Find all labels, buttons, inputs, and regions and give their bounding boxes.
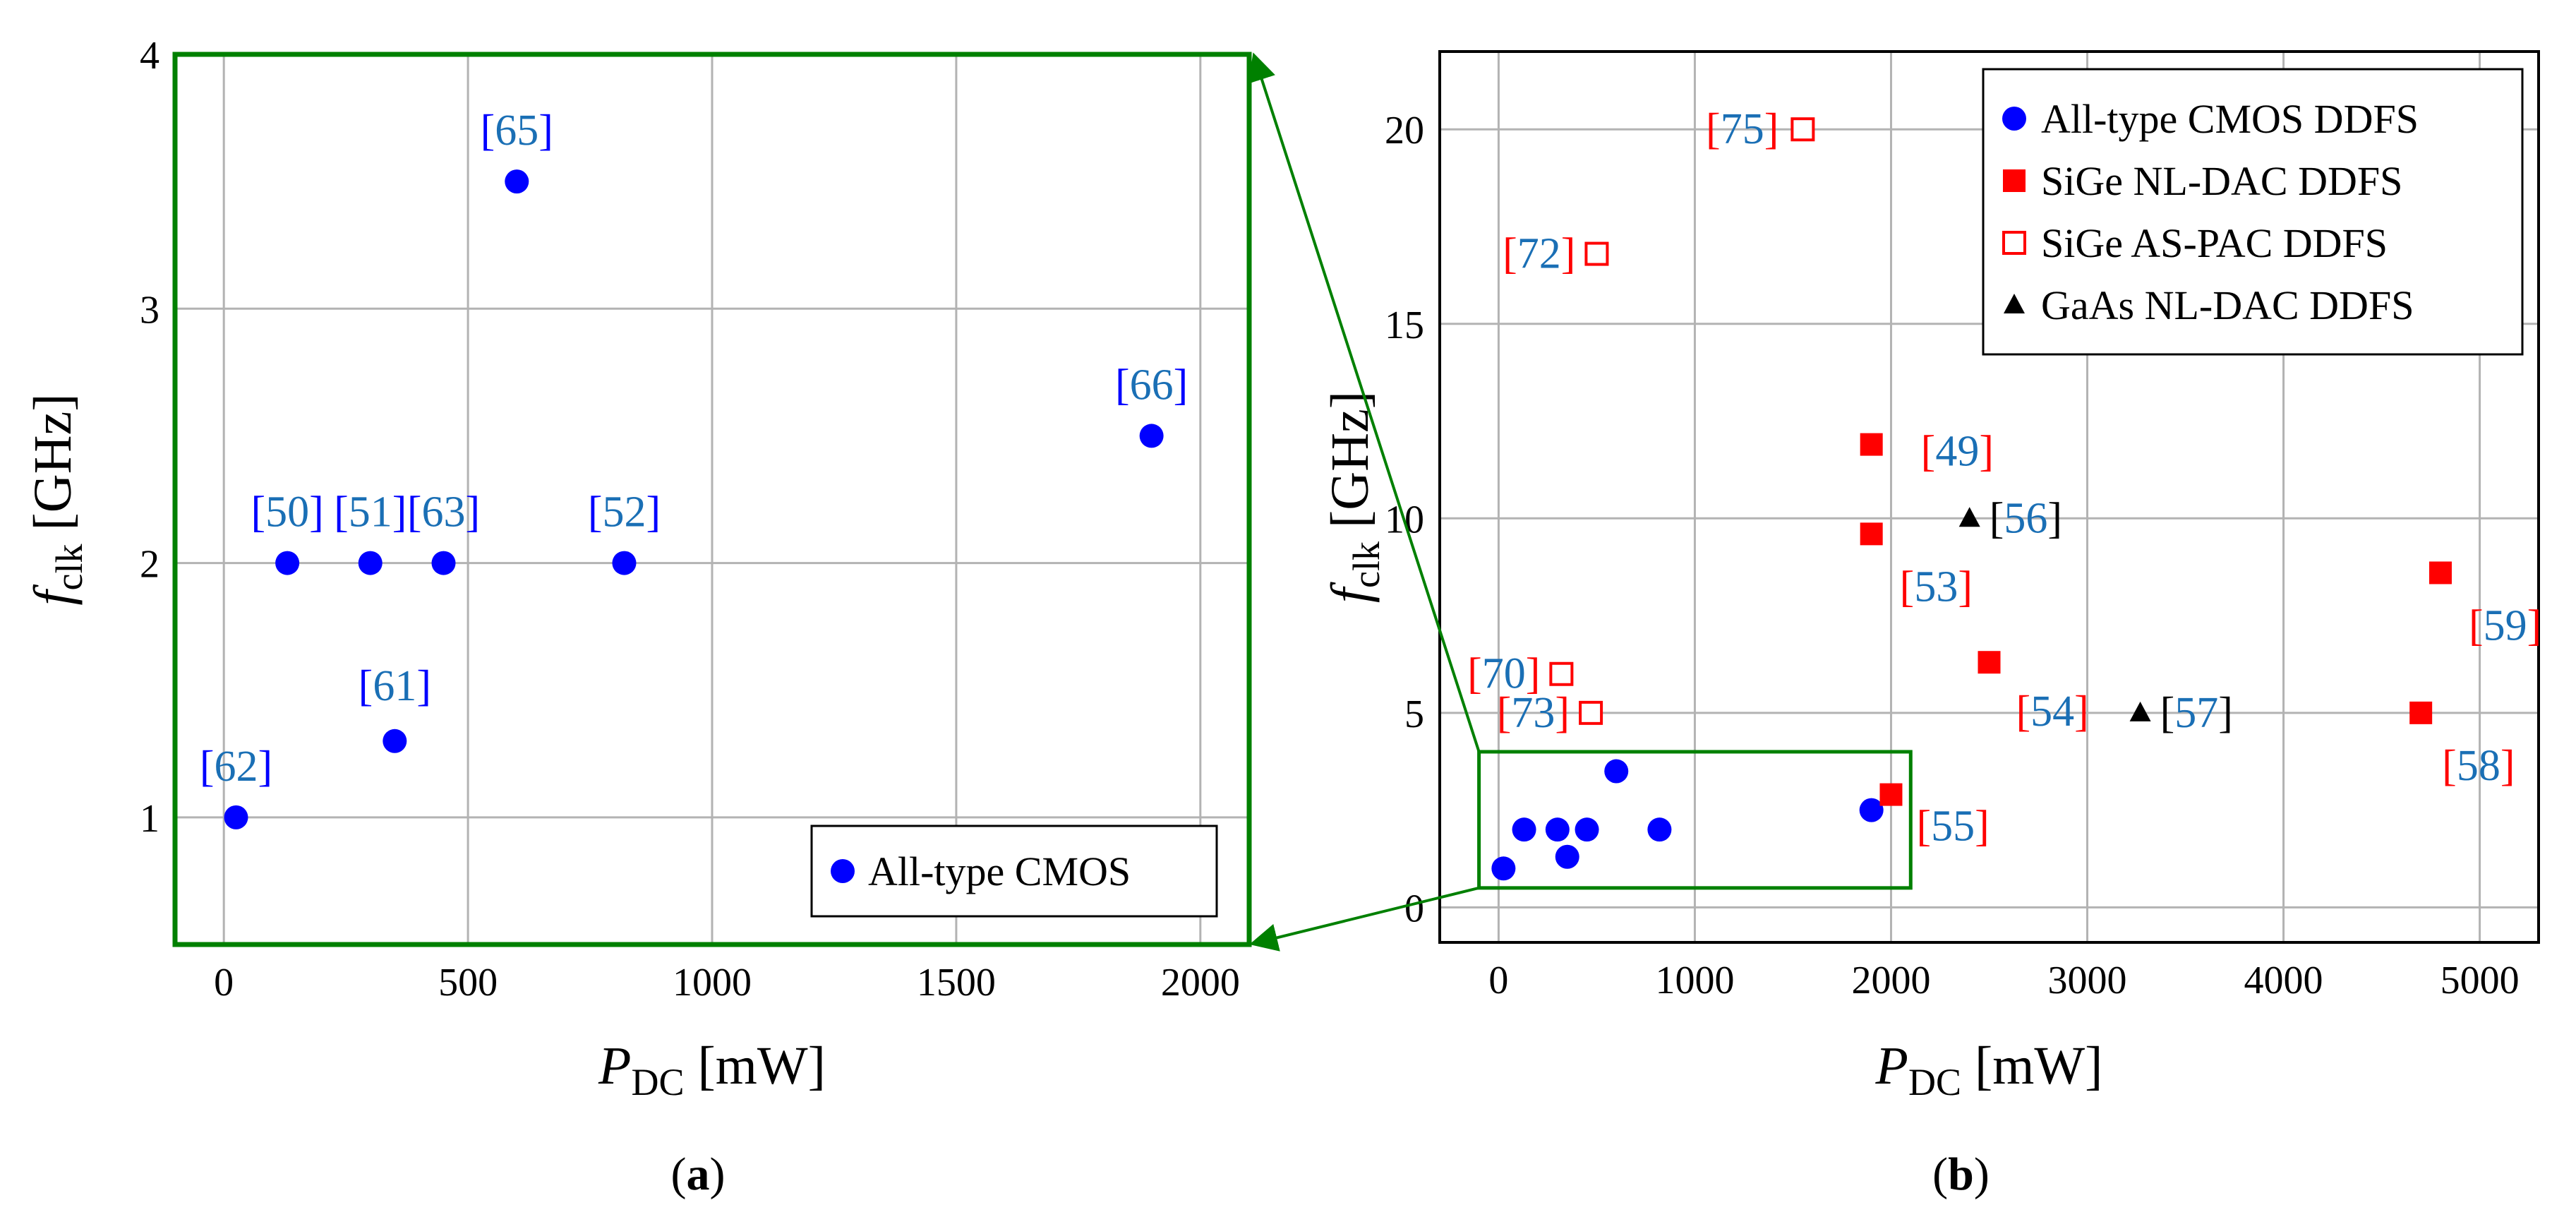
x-tick-label: 0 [1488, 959, 1508, 1002]
zoom-connectors [1248, 52, 1481, 952]
point-label: [54] [2016, 688, 2089, 736]
data-point [1860, 433, 1883, 456]
point-label: [52] [588, 488, 661, 536]
x-tick-label: 5000 [2440, 959, 2520, 1002]
y-axis-label: fclk [GHz] [1320, 391, 1388, 603]
x-tick-label: 2000 [1161, 961, 1240, 1005]
data-point [1555, 844, 1579, 869]
data-point [383, 729, 407, 753]
point-label: [65] [481, 107, 553, 155]
plot-frame [172, 52, 1252, 947]
y-tick-label: 0 [1404, 887, 1424, 930]
point-label: [61] [359, 662, 431, 710]
data-point [2409, 701, 2433, 724]
point-label: [75] [1706, 105, 1778, 153]
point-label: [59] [2469, 601, 2541, 649]
data-point [224, 805, 248, 829]
data-point [358, 551, 383, 575]
data-point [1978, 651, 2001, 674]
legend-label: All-type CMOS DDFS [2041, 96, 2419, 142]
y-tick-label: 1 [140, 797, 160, 841]
x-tick-label: 4000 [2244, 959, 2323, 1002]
point-label: [63] [407, 488, 480, 536]
data-point [1549, 661, 1574, 686]
legend-box [810, 825, 1218, 918]
panel-caption: (a) [671, 1149, 726, 1200]
panel-caption: (b) [1932, 1149, 1990, 1200]
legend-label: All-type CMOS [868, 849, 1131, 894]
data-point [2428, 561, 2452, 584]
legend-label: GaAs NL-DAC DDFS [2041, 282, 2414, 328]
y-tick-label: 15 [1385, 304, 1424, 347]
data-point [505, 169, 529, 194]
x-axis-label: PDC [mW] [1875, 1036, 2103, 1103]
data-point [2129, 701, 2151, 721]
x-tick-label: 1000 [1655, 959, 1734, 1002]
x-tick-label: 2000 [1851, 959, 1930, 1002]
y-tick-label: 2 [140, 543, 160, 587]
x-tick-label: 500 [438, 961, 498, 1005]
data-point [1575, 817, 1599, 842]
data-point [1879, 783, 1903, 806]
point-label: [51] [334, 488, 407, 536]
y-tick-label: 20 [1385, 109, 1424, 152]
y-tick-label: 3 [140, 288, 160, 332]
legend-label: SiGe NL-DAC DDFS [2041, 158, 2402, 204]
point-label: [73] [1497, 689, 1570, 737]
data-point [1491, 856, 1516, 881]
x-tick-label: 1000 [673, 961, 752, 1005]
data-point [612, 551, 637, 575]
data-point [1139, 424, 1164, 448]
panel-a-chart: 0 500 1000 1500 2000 1 2 3 4 [62] [50] [51] [61] [63]… [23, 34, 1252, 1200]
x-axis-label: PDC [mW] [598, 1036, 826, 1103]
point-label: [57] [2160, 689, 2233, 737]
data-point [1604, 759, 1629, 784]
data-point [431, 551, 456, 575]
data-point [1647, 817, 1672, 842]
point-label: [55] [1916, 803, 1989, 851]
point-label: [53] [1900, 563, 1973, 611]
point-label: [56] [1990, 494, 2062, 542]
legend-marker [2002, 107, 2026, 131]
point-label: [50] [251, 488, 323, 536]
data-point [275, 551, 300, 575]
zoom-connector-top [1248, 52, 1481, 753]
y-tick-label: 5 [1404, 693, 1424, 736]
data-point [1790, 117, 1815, 142]
data-point [1958, 507, 1980, 527]
x-tick-label: 3000 [2048, 959, 2127, 1002]
point-label: [66] [1115, 361, 1188, 409]
y-tick-label: 4 [140, 34, 160, 78]
point-label: [49] [1921, 428, 1994, 476]
data-point [1584, 241, 1609, 266]
data-point [1579, 700, 1603, 725]
data-point [1860, 522, 1883, 546]
x-tick-label: 0 [214, 961, 234, 1005]
legend-marker [2004, 294, 2025, 313]
point-label: [58] [2442, 742, 2515, 790]
legend-label: SiGe AS-PAC DDFS [2041, 220, 2388, 266]
zoom-box [1477, 750, 1913, 890]
legend-marker [2003, 169, 2026, 192]
data-point [1545, 817, 1570, 842]
point-label: [70] [1467, 650, 1540, 698]
x-tick-label: 1500 [917, 961, 996, 1005]
plot-frame [1438, 50, 2540, 944]
legend-marker [831, 859, 855, 883]
legend-marker [2002, 231, 2026, 255]
data-point [1512, 817, 1536, 842]
legend-box [1982, 68, 2524, 356]
point-label: [72] [1503, 230, 1575, 278]
panel-b-chart: 01000200030004000500005101520[49][53][55… [1320, 50, 2541, 1200]
zoom-connector-bottom [1249, 886, 1480, 952]
data-point [1859, 798, 1884, 822]
point-label: [62] [200, 743, 272, 791]
y-axis-label: fclk [GHz] [23, 393, 90, 605]
